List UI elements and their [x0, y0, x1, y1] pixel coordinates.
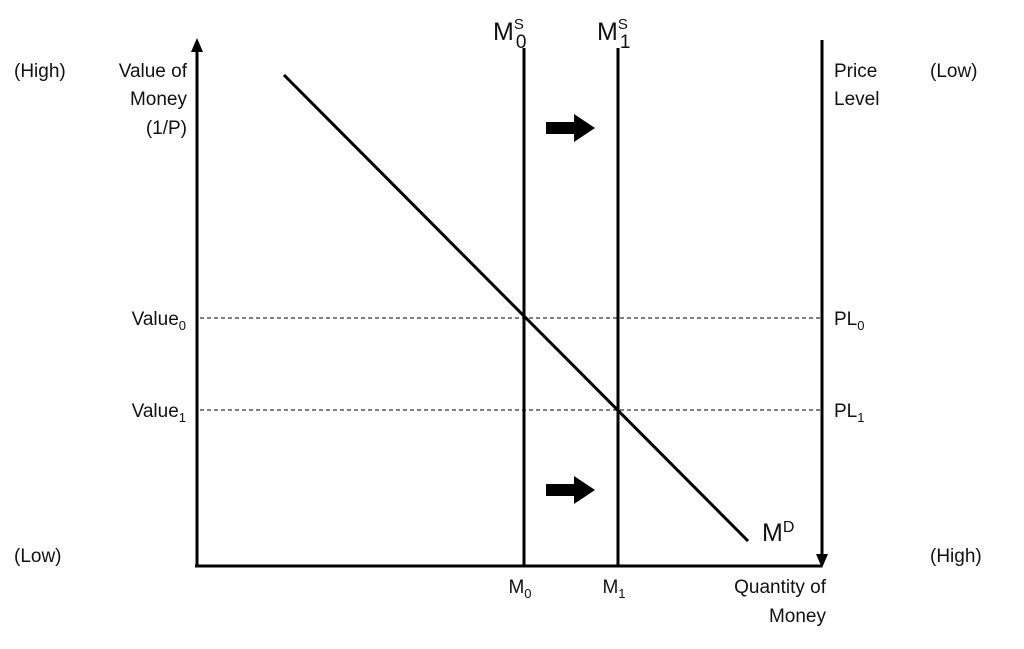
x-axis-label-line-1: Quantity of — [734, 577, 827, 598]
left-axis-label-line-2: Money — [130, 89, 188, 110]
right-axis-arrowhead-icon — [816, 554, 828, 568]
left-axis-label-line-3: (1/P) — [146, 118, 187, 139]
demand-curve — [282, 73, 750, 543]
x-axis-label-line-2: Money — [769, 606, 827, 627]
supply-0-label: MS 0 — [493, 16, 526, 53]
right-tick-pl0: PL0 — [834, 309, 864, 333]
demand-label: MD — [762, 519, 794, 547]
right-bottom-note: (High) — [930, 546, 982, 567]
x-tick-m0: M0 — [508, 577, 531, 601]
right-axis-label-line-2: Level — [834, 89, 879, 110]
right-arrow-icon — [546, 476, 595, 504]
right-tick-pl1: PL1 — [834, 401, 864, 425]
left-bottom-note: (Low) — [14, 546, 62, 567]
left-axis-arrowhead-icon — [191, 38, 203, 52]
right-axis-label-line-1: Price — [834, 61, 877, 82]
left-axis-label-line-1: Value of — [119, 61, 188, 82]
left-top-note: (High) — [14, 61, 66, 82]
left-tick-value1: Value1 — [132, 401, 186, 425]
right-top-note: (Low) — [930, 61, 978, 82]
right-arrow-icon — [546, 114, 595, 142]
left-tick-value0: Value0 — [132, 309, 186, 333]
x-tick-m1: M1 — [602, 577, 625, 601]
supply-1-label: MS 1 — [597, 16, 630, 53]
